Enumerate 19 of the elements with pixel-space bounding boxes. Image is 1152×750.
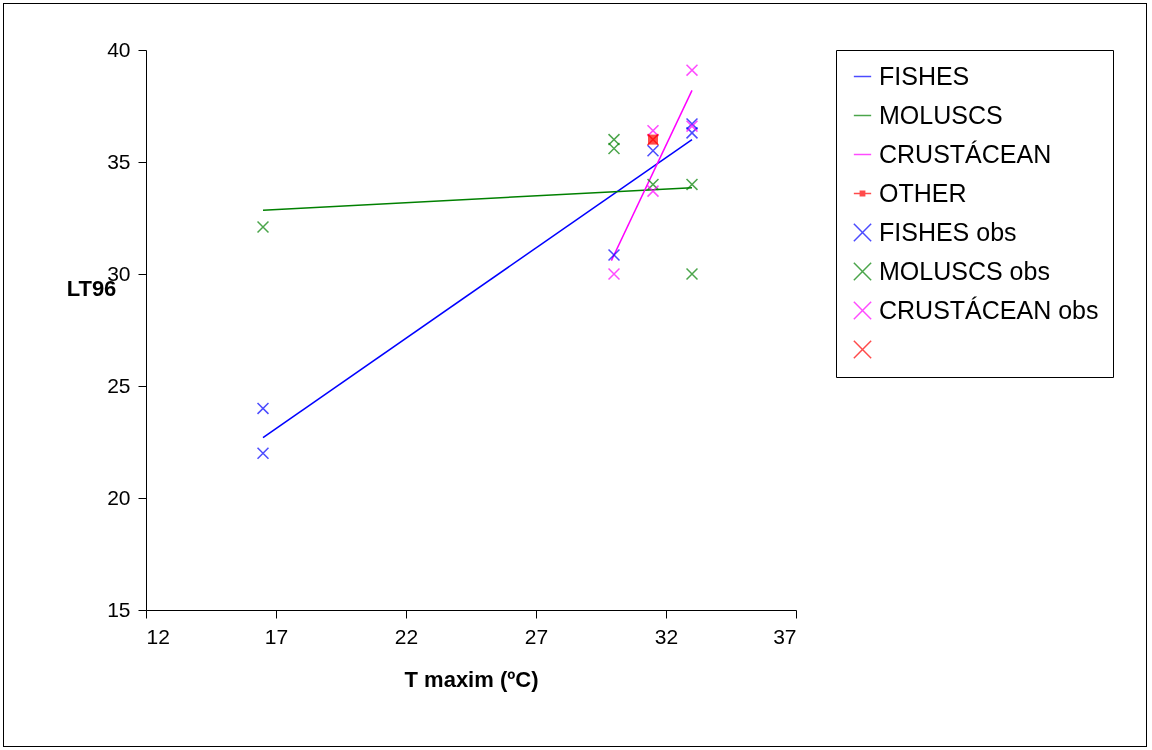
legend-label: MOLUSCS obs <box>879 256 1050 285</box>
legend-label: CRUSTÁCEAN obs <box>879 295 1099 324</box>
x-tick-label: 32 <box>654 624 679 648</box>
x-tick-label: 22 <box>394 624 419 648</box>
legend-label: OTHER <box>879 178 967 207</box>
y-tick-label: 20 <box>107 485 131 509</box>
y-tick-label: 35 <box>107 149 131 173</box>
y-tick-label: 25 <box>107 373 131 397</box>
y-tick-label: 15 <box>107 597 131 621</box>
x-tick-label: 17 <box>264 624 289 648</box>
x-tick-label: 12 <box>146 624 170 648</box>
x-tick-label: 27 <box>524 624 549 648</box>
legend-label: CRUSTÁCEAN <box>879 139 1052 168</box>
x-axis-title: T maxim (ºC) <box>404 666 539 692</box>
legend-label: FISHES <box>879 61 970 90</box>
legend-label: FISHES obs <box>879 217 1017 246</box>
x-tick-label: 37 <box>773 624 797 648</box>
y-tick-label: 40 <box>107 37 131 61</box>
legend-label: MOLUSCS <box>879 100 1003 129</box>
